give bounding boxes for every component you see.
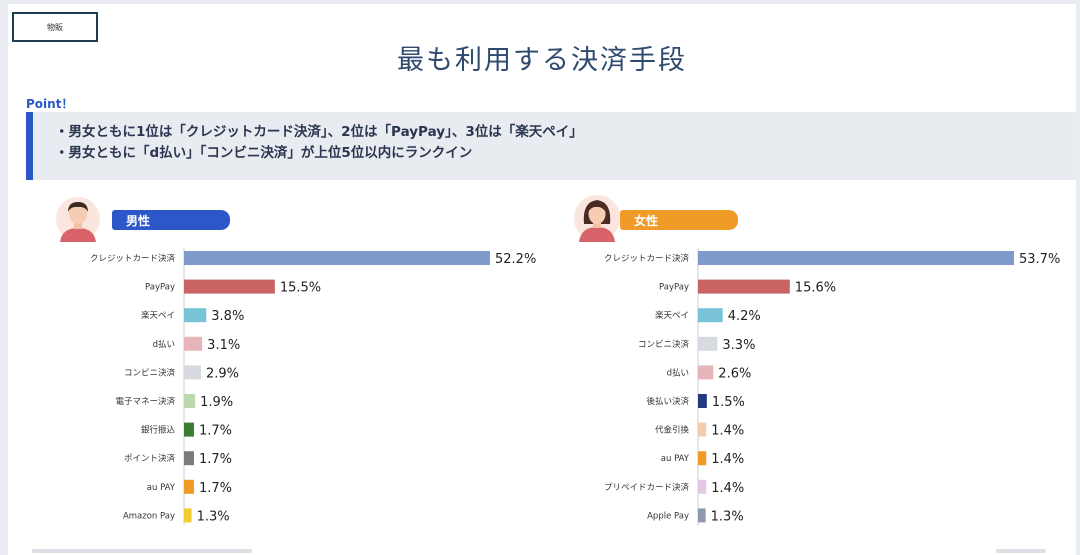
page-title: 最も利用する決済手段 [397,45,687,76]
footer-note [32,549,252,553]
male-bar [184,422,194,437]
male-category-label: ポイント決済 [124,453,176,464]
female-category-label: 代金引換 [655,425,690,436]
female-category-label: プリペイドカード決済 [604,482,690,493]
female-category-label: 後払い決済 [646,396,689,407]
female-bar [698,251,1014,265]
male-category-label: d払い [153,339,175,350]
point-line-2: ・男女ともに「d払い」「コンビニ決済」が上位5位以内にランクイン [55,145,473,161]
female-bar [698,336,718,351]
female-bar [698,308,723,323]
female-bar [698,422,707,437]
female-avatar-icon [574,195,620,242]
male-category-label: 電子マネー決済 [115,396,175,407]
female-category-label: d払い [667,367,689,378]
footer-page [996,549,1046,553]
male-category-label: PayPay [145,283,175,293]
male-value-label: 3.8% [211,309,244,324]
male-value-label: 3.1% [207,338,240,353]
female-value-label: 1.4% [711,481,744,496]
female-bar [698,508,706,523]
female-value-label: 53.7% [1019,252,1060,267]
male-bar [184,479,194,494]
male-value-label: 1.7% [199,452,232,467]
female-value-label: 15.6% [795,281,836,296]
slide: 物販 最も利用する決済手段 Point！ ・男女ともに1位は「クレジットカード決… [8,4,1076,555]
male-category-label: クレジットカード決済 [90,253,176,264]
male-bar [184,279,275,294]
male-value-label: 15.5% [280,281,321,296]
male-badge: 男性 [112,210,230,230]
female-category-label: PayPay [659,283,689,293]
female-category-label: 楽天ペイ [655,310,689,321]
male-value-label: 1.9% [200,395,233,410]
point-label: Point！ [26,97,74,111]
bar-charts: クレジットカード決済 52.2% PayPay 15.5% 楽天ペイ 3.8% d払い 3.1… [90,248,1060,526]
female-value-label: 1.4% [711,452,744,467]
male-value-label: 1.3% [197,509,230,524]
female-category-label: クレジットカード決済 [604,253,690,264]
female-category-label: Apple Pay [647,511,689,521]
male-avatar-icon [56,197,100,242]
female-value-label: 1.5% [712,395,745,410]
male-bar [184,308,207,323]
male-bar [184,336,203,351]
male-category-label: 銀行振込 [141,425,176,436]
male-category-label: 楽天ペイ [141,310,175,321]
female-bar [698,479,707,494]
male-bar [184,251,490,265]
category-tag: 物販 [12,12,98,42]
female-badge: 女性 [620,210,738,230]
male-category-label: コンビニ決済 [124,367,176,378]
male-bar [184,394,196,408]
male-value-label: 1.7% [199,481,232,496]
female-value-label: 4.2% [728,309,761,324]
female-value-label: 1.4% [711,424,744,439]
male-bar [184,508,192,523]
male-bar [184,365,201,380]
point-box: ・男女ともに1位は「クレジットカード決済」、2位は「PayPay」、3位は「楽天… [26,112,1076,180]
female-bar [698,365,714,380]
point-line-1: ・男女ともに1位は「クレジットカード決済」、2位は「PayPay」、3位は「楽天… [55,124,583,140]
female-bar [698,451,707,466]
female-bar [698,279,790,294]
female-value-label: 2.6% [718,366,751,381]
female-value-label: 1.3% [711,509,744,524]
male-value-label: 1.7% [199,424,232,439]
male-category-label: Amazon Pay [123,511,175,521]
female-category-label: au PAY [661,454,690,464]
female-value-label: 3.3% [722,338,755,353]
female-bar [698,394,707,408]
male-category-label: au PAY [147,483,176,493]
male-value-label: 2.9% [206,366,239,381]
male-bar [184,451,194,466]
male-value-label: 52.2% [495,252,536,267]
female-category-label: コンビニ決済 [638,339,690,350]
